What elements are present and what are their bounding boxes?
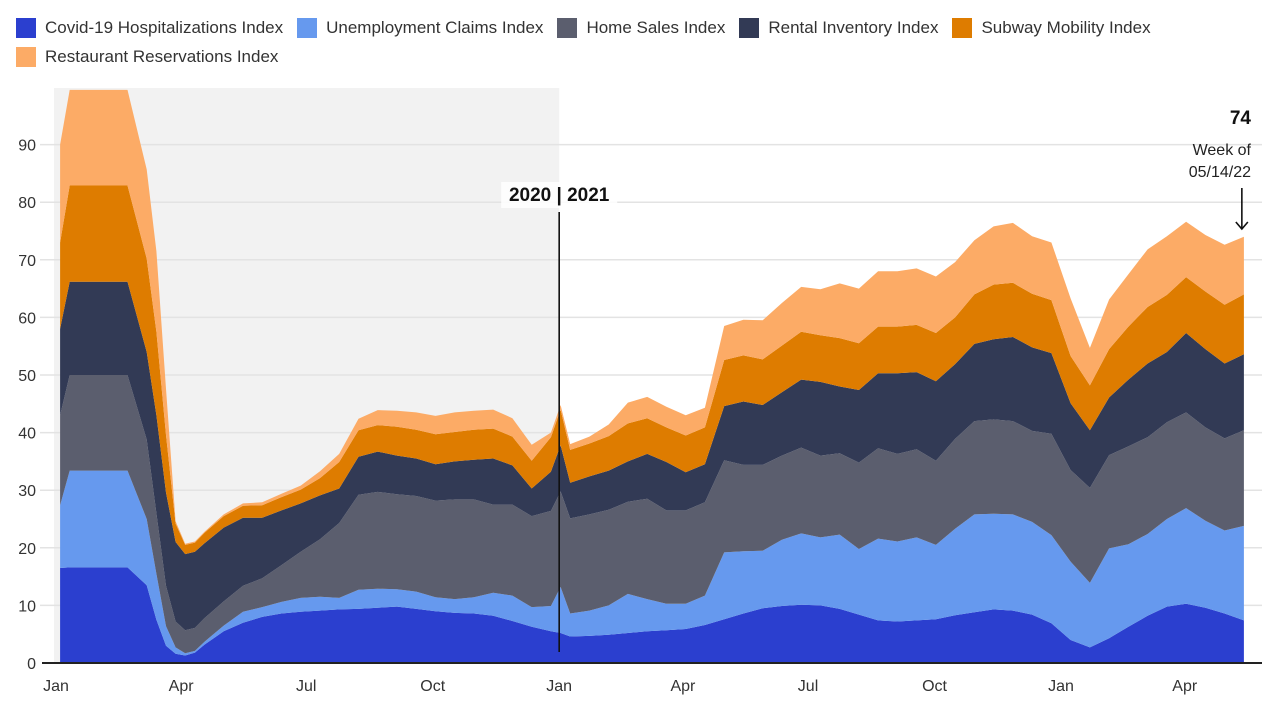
y-tick-label: 50 bbox=[18, 368, 36, 385]
y-tick-label: 90 bbox=[18, 138, 36, 155]
x-tick-label: Oct bbox=[922, 678, 947, 695]
legend-swatch bbox=[16, 47, 36, 67]
legend-swatch bbox=[297, 18, 318, 38]
arrow-head bbox=[1235, 221, 1249, 231]
legend-item: Rental Inventory Index bbox=[739, 14, 938, 42]
y-tick-label: 20 bbox=[18, 541, 36, 558]
legend-swatch bbox=[557, 18, 578, 38]
x-tick-label: Jan bbox=[43, 678, 69, 695]
legend-label: Unemployment Claims Index bbox=[326, 18, 544, 37]
x-tick-label: Apr bbox=[169, 678, 195, 695]
legend-swatch bbox=[952, 18, 973, 38]
area-rental-inventory-index bbox=[60, 281, 1244, 631]
series-areas bbox=[60, 89, 1244, 663]
latest-week-label-line1: Week of bbox=[1193, 142, 1252, 159]
chart-legend: Covid-19 Hospitalizations Index Unemploym… bbox=[16, 14, 1266, 72]
legend-item: Restaurant Reservations Index bbox=[16, 43, 278, 71]
area-restaurant-reservations-index bbox=[60, 89, 1244, 545]
legend-item: Subway Mobility Index bbox=[952, 14, 1151, 42]
area-unemployment-claims-index bbox=[60, 470, 1244, 656]
area-home-sales-index bbox=[60, 375, 1244, 654]
y-tick-label: 10 bbox=[18, 598, 36, 615]
latest-value-label: 74 bbox=[1230, 108, 1252, 129]
x-tick-label: Jul bbox=[798, 678, 818, 695]
x-axis-ticks: Jan Apr Jul Oct Jan Apr Jul Oct Jan Apr bbox=[43, 678, 1198, 695]
legend-label: Subway Mobility Index bbox=[981, 18, 1151, 37]
latest-week-label-line2: 05/14/22 bbox=[1189, 164, 1251, 181]
y-tick-label: 40 bbox=[18, 426, 36, 443]
legend-label: Restaurant Reservations Index bbox=[45, 47, 279, 66]
y-axis-ticks: 0 10 20 30 40 50 60 70 80 90 bbox=[18, 138, 36, 673]
down-arrow-icon bbox=[1235, 188, 1249, 231]
legend-swatch bbox=[739, 18, 760, 38]
x-tick-label: Apr bbox=[670, 678, 696, 695]
y-tick-label: 80 bbox=[18, 195, 36, 212]
legend-label: Rental Inventory Index bbox=[768, 18, 939, 37]
x-tick-label: Jan bbox=[546, 678, 572, 695]
year-divider-label-bg bbox=[501, 182, 618, 208]
y-tick-label: 30 bbox=[18, 483, 36, 500]
y-tick-label: 60 bbox=[18, 310, 36, 327]
x-tick-label: Oct bbox=[420, 678, 445, 695]
x-tick-label: Apr bbox=[1172, 678, 1198, 695]
legend-item: Home Sales Index bbox=[557, 14, 725, 42]
legend-label: Covid-19 Hospitalizations Index bbox=[45, 18, 284, 37]
y-tick-label: 0 bbox=[27, 656, 36, 673]
legend-item: Unemployment Claims Index bbox=[297, 14, 543, 42]
x-tick-label: Jan bbox=[1048, 678, 1074, 695]
year-divider-label: 2020 | 2021 bbox=[509, 185, 610, 206]
legend-label: Home Sales Index bbox=[586, 18, 726, 37]
area-covid-19-hospitalizations-index bbox=[60, 567, 1244, 663]
legend-swatch bbox=[16, 18, 36, 38]
x-tick-label: Jul bbox=[296, 678, 316, 695]
legend-item: Covid-19 Hospitalizations Index bbox=[16, 14, 283, 42]
y-tick-label: 70 bbox=[18, 253, 36, 270]
